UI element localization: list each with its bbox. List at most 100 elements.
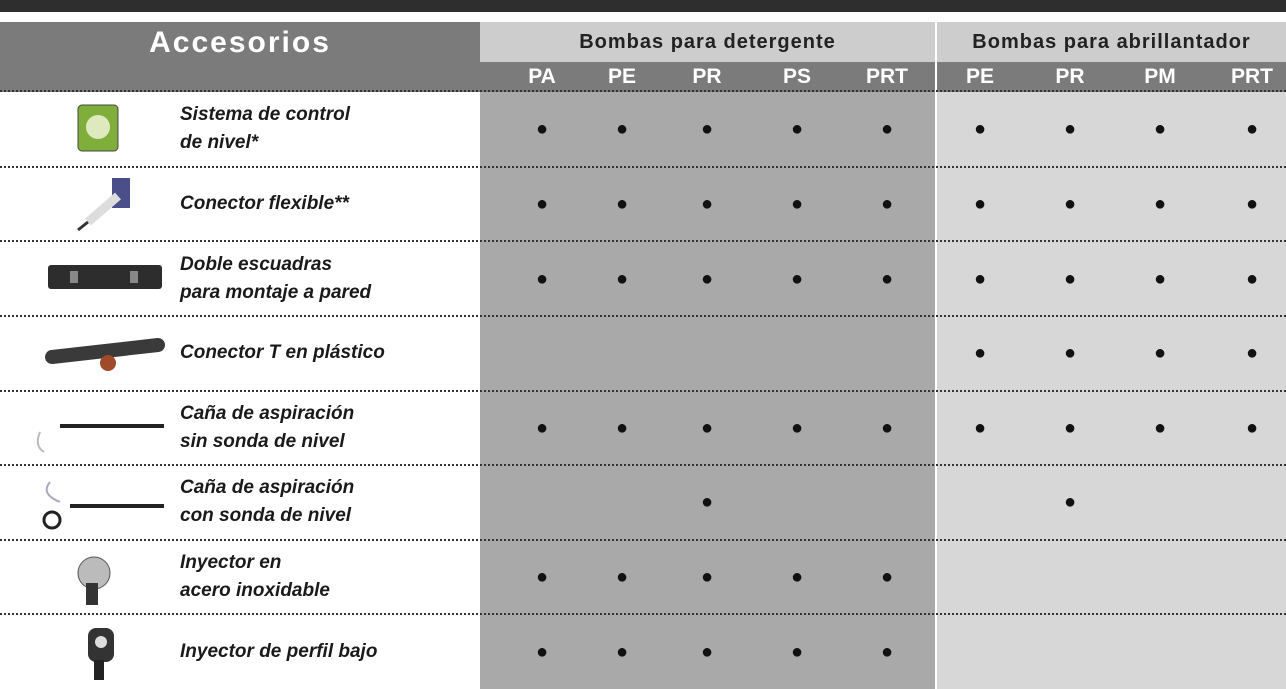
accessory-icon (30, 622, 170, 682)
availability-dot: ● (790, 267, 804, 290)
row-label: para montaje a pared (180, 281, 372, 303)
row-label: con sonda de nivel (180, 505, 352, 527)
availability-dot: ● (973, 416, 987, 439)
availability-dot: ● (880, 640, 894, 663)
availability-dot: ● (1153, 192, 1167, 215)
availability-dot: ● (615, 192, 629, 215)
accessory-icon (30, 398, 170, 458)
availability-dot: ● (973, 342, 987, 365)
row-label: sin sonda de nivel (180, 430, 345, 452)
row-separator (0, 464, 1286, 467)
accessory-icon (30, 472, 170, 532)
availability-dot: ● (1063, 342, 1077, 365)
availability-dot: ● (1063, 267, 1077, 290)
column-header: PM (1144, 65, 1176, 88)
availability-dot: ● (700, 640, 714, 663)
accessory-icon (30, 99, 170, 159)
row-label: Caña de aspiración (180, 477, 355, 499)
availability-dot: ● (880, 267, 894, 290)
row-label: de nivel* (180, 132, 259, 154)
availability-dot: ● (1245, 416, 1259, 439)
availability-dot: ● (615, 267, 629, 290)
availability-dot: ● (880, 416, 894, 439)
availability-dot: ● (973, 267, 987, 290)
availability-dot: ● (700, 566, 714, 589)
row-separator (0, 389, 1286, 392)
accessory-icon (30, 249, 170, 309)
availability-dot: ● (615, 640, 629, 663)
availability-dot: ● (790, 640, 804, 663)
column-header: PS (782, 65, 811, 88)
availability-dot: ● (615, 566, 629, 589)
availability-dot: ● (535, 118, 549, 141)
column-header: PRT (1231, 65, 1273, 88)
group-header: Bombas para abrillantador (937, 22, 1286, 62)
column-header: PE (965, 65, 994, 88)
availability-dot: ● (700, 192, 714, 215)
row-separator (0, 538, 1286, 541)
availability-dot: ● (1063, 192, 1077, 215)
availability-dot: ● (700, 118, 714, 141)
column-header: PR (692, 65, 722, 88)
row-separator (0, 240, 1286, 243)
row-separator (0, 314, 1286, 317)
availability-dot: ● (1063, 491, 1077, 514)
availability-dot: ● (880, 192, 894, 215)
row-label: Sistema de control (180, 104, 350, 126)
row-separator (0, 90, 1286, 92)
icon-graphic (36, 423, 164, 453)
availability-dot: ● (1153, 267, 1167, 290)
icon-graphic (88, 627, 114, 680)
availability-dot: ● (1245, 118, 1259, 141)
top-bar (0, 0, 1286, 12)
row-separator (0, 613, 1286, 616)
row-separator (0, 165, 1286, 168)
availability-dot: ● (535, 416, 549, 439)
group-header: Bombas para detergente (480, 22, 935, 62)
availability-dot: ● (535, 640, 549, 663)
icon-graphic (48, 264, 162, 289)
availability-dot: ● (700, 267, 714, 290)
availability-dot: ● (700, 491, 714, 514)
subheader-band (937, 62, 1286, 92)
availability-dot: ● (535, 267, 549, 290)
row-label: Conector flexible** (180, 192, 349, 214)
availability-dot: ● (615, 416, 629, 439)
table-title: Accesorios (149, 26, 331, 59)
availability-dot: ● (973, 118, 987, 141)
accessory-icon (30, 323, 170, 383)
column-header: PR (1055, 65, 1085, 88)
availability-dot: ● (1063, 416, 1077, 439)
availability-dot: ● (535, 192, 549, 215)
availability-dot: ● (1245, 192, 1259, 215)
accessory-icon (30, 174, 170, 234)
availability-dot: ● (700, 416, 714, 439)
availability-dot: ● (1245, 267, 1259, 290)
icon-graphic (77, 104, 119, 152)
availability-dot: ● (973, 192, 987, 215)
availability-dot: ● (790, 416, 804, 439)
availability-dot: ● (1245, 342, 1259, 365)
availability-dot: ● (1153, 342, 1167, 365)
availability-dot: ● (615, 118, 629, 141)
availability-dot: ● (880, 566, 894, 589)
column-header: PE (607, 65, 636, 88)
availability-dot: ● (1153, 416, 1167, 439)
availability-dot: ● (790, 118, 804, 141)
accessory-icon (30, 547, 170, 607)
availability-dot: ● (880, 118, 894, 141)
availability-dot: ● (790, 192, 804, 215)
availability-dot: ● (1063, 118, 1077, 141)
icon-graphic (77, 177, 130, 232)
icon-graphic (77, 556, 111, 606)
row-label: Inyector en (180, 552, 282, 574)
availability-dot: ● (535, 566, 549, 589)
column-header: PA (528, 65, 556, 88)
availability-dot: ● (1153, 118, 1167, 141)
availability-dot: ● (790, 566, 804, 589)
column-header: PRT (866, 65, 908, 88)
row-label: Conector T en plástico (180, 342, 385, 364)
icon-graphic (42, 481, 164, 530)
subheader-band (480, 62, 935, 92)
